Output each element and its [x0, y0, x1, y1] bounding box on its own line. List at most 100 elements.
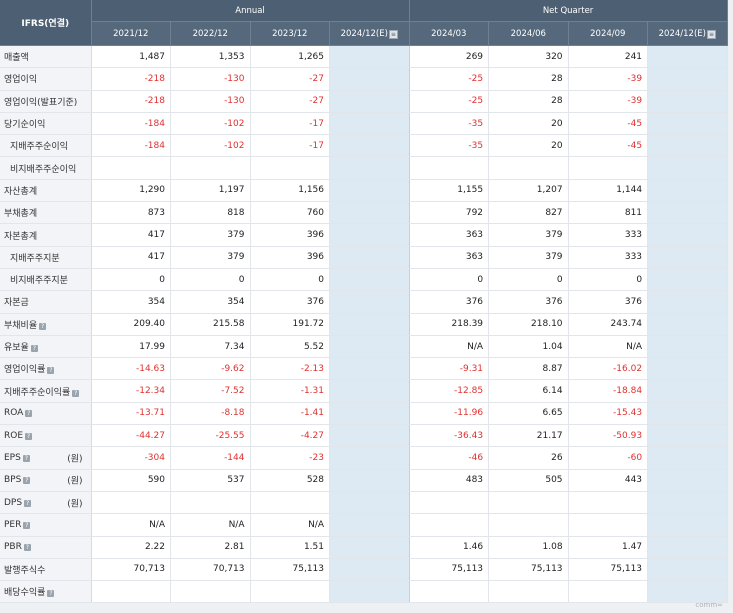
annual-value-cell: 2.22 [91, 536, 171, 559]
row-label-cell: 부채비율? [0, 313, 92, 336]
quarter-value-cell: N/A [409, 335, 490, 359]
unit-label: (원) [67, 454, 83, 465]
row-label: 부채총계 [4, 209, 38, 220]
financial-summary-table: IFRS(연결) Annual Net Quarter 2021/12 2022/… [0, 0, 728, 604]
question-icon[interactable]: ? [23, 544, 31, 552]
question-icon[interactable]: ? [24, 499, 32, 507]
quarter-value-cell [568, 580, 649, 604]
question-icon[interactable]: ? [72, 389, 80, 397]
quarter-value-cell [647, 402, 728, 426]
annual-value-cell: 873 [91, 201, 171, 225]
quarter-value-cell: 443 [568, 469, 649, 492]
annual-value-cell: -130 [170, 90, 251, 113]
annual-value-cell: 818 [170, 201, 251, 225]
row-label: 영업이익률 [4, 365, 46, 376]
annual-value-cell: -23 [250, 446, 330, 470]
table-row: 자본총계 417 379 396 363 379 333 [0, 223, 728, 247]
annual-value-cell: -218 [91, 90, 171, 113]
quarter-value-cell [647, 357, 728, 381]
quarter-value-cell: 811 [568, 201, 649, 225]
quarter-value-cell: -9.31 [409, 357, 490, 381]
question-icon[interactable]: ? [39, 322, 47, 330]
table-row: EPS? (원) -304 -144 -23 -46 26 -60 [0, 446, 728, 470]
annual-value-cell [329, 45, 410, 69]
quarter-value-cell [488, 156, 569, 180]
annual-value-cell: 396 [250, 246, 330, 269]
question-icon[interactable]: ? [22, 454, 30, 462]
row-label-cell: 지배주주지분 [0, 246, 92, 269]
row-label: 자산총계 [4, 186, 38, 197]
annual-value-cell: -13.71 [91, 402, 171, 426]
quarter-value-cell [647, 223, 728, 247]
table-row: 자산총계 1,290 1,197 1,156 1,155 1,207 1,144 [0, 179, 728, 203]
annual-value-cell: -1.31 [250, 379, 330, 403]
question-icon[interactable]: ? [23, 521, 31, 529]
annual-value-cell [329, 558, 410, 582]
row-label: PER [4, 519, 22, 530]
estimate-info-icon[interactable]: ≡ [388, 29, 398, 39]
annual-value-cell [329, 268, 410, 292]
quarter-value-cell [647, 67, 728, 91]
quarter-value-cell: 333 [568, 246, 649, 269]
annual-value-cell: 379 [170, 223, 251, 247]
quarter-value-cell: 6.14 [488, 379, 569, 403]
quarter-value-cell [647, 246, 728, 269]
annual-value-cell: 209.40 [91, 313, 171, 336]
quarter-value-cell: 0 [568, 268, 649, 292]
row-label-cell: 유보율? [0, 335, 92, 359]
estimate-info-icon[interactable]: ≡ [706, 29, 716, 39]
quarter-value-cell: 483 [409, 469, 490, 492]
annual-value-cell: 528 [250, 469, 330, 492]
footer-more-link[interactable]: comm∞ [695, 601, 723, 609]
annual-value-cell: -4.27 [250, 424, 330, 448]
quarter-value-cell [488, 491, 569, 515]
row-label-cell: EPS? (원) [0, 446, 92, 470]
quarter-value-cell [568, 491, 649, 515]
question-icon[interactable]: ? [47, 590, 55, 598]
row-label-cell: 매출액 [0, 45, 92, 69]
annual-value-cell: 590 [91, 469, 171, 492]
quarter-value-cell [568, 156, 649, 180]
quarter-value-cell [409, 156, 490, 180]
annual-value-cell: 5.52 [250, 335, 330, 359]
annual-value-cell [329, 446, 410, 470]
row-label-cell: 자본총계 [0, 223, 92, 247]
quarter-value-cell [647, 513, 728, 537]
row-label: 지배주주순이익 [10, 142, 68, 153]
annual-period-label: 2022/12 [192, 28, 228, 39]
question-icon[interactable]: ? [25, 432, 33, 440]
row-label-cell: 비지배주주순이익 [0, 156, 92, 180]
annual-value-cell [170, 580, 251, 604]
quarter-value-cell: 792 [409, 201, 490, 225]
table-row: 발행주식수 70,713 70,713 75,113 75,113 75,113 75,11… [0, 558, 728, 582]
quarter-value-cell: -12.85 [409, 379, 490, 403]
annual-value-cell [329, 134, 410, 158]
annual-value-cell [250, 580, 330, 604]
quarter-value-cell: 333 [568, 223, 649, 247]
annual-period-header: 2022/12 [170, 21, 251, 46]
row-label: DPS [4, 497, 23, 508]
row-label: 매출액 [4, 53, 29, 64]
annual-value-cell: -304 [91, 446, 171, 470]
annual-value-cell [329, 156, 410, 180]
question-icon[interactable]: ? [30, 345, 38, 352]
quarter-value-cell: 269 [409, 45, 490, 69]
row-label-cell: 지배주주순이익률? [0, 379, 92, 403]
question-icon[interactable]: ? [47, 367, 55, 375]
annual-value-cell: 17.99 [91, 335, 171, 359]
annual-value-cell [170, 491, 251, 515]
quarter-value-cell: 376 [409, 290, 490, 314]
annual-value-cell [170, 156, 251, 180]
quarter-value-cell [647, 112, 728, 136]
annual-value-cell [329, 379, 410, 403]
question-icon[interactable]: ? [23, 477, 31, 485]
table-row: ROE? -44.27 -25.55 -4.27 -36.43 21.17 -50.93 [0, 424, 728, 448]
question-icon[interactable]: ? [25, 410, 33, 418]
quarter-period-header: 2024/06 [488, 21, 569, 46]
table-row: 부채총계 873 818 760 792 827 811 [0, 201, 728, 225]
annual-value-cell: -12.34 [91, 379, 171, 403]
annual-value-cell [91, 491, 171, 515]
quarter-value-cell: -39 [568, 90, 649, 113]
row-label: 자본금 [4, 298, 29, 309]
annual-value-cell: -27 [250, 67, 330, 91]
